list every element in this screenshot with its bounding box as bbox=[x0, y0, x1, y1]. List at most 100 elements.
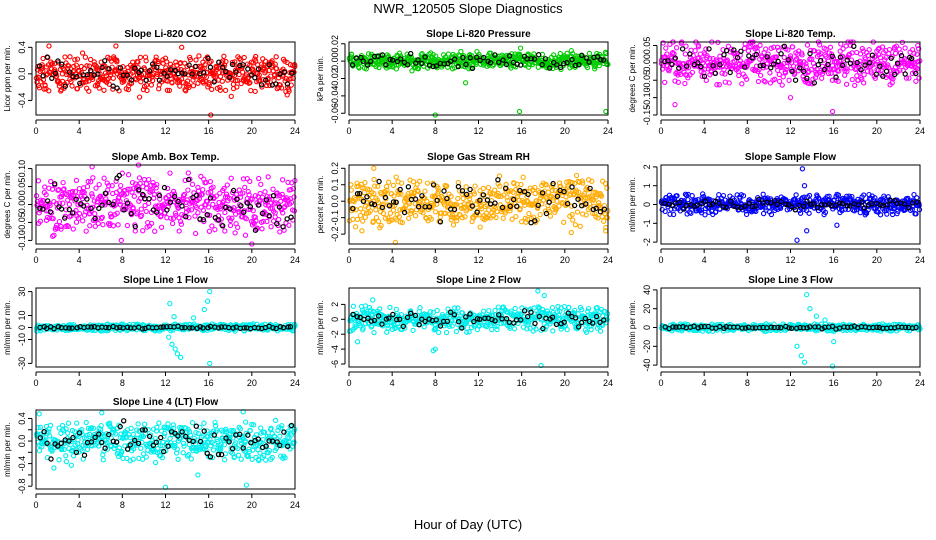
data-point bbox=[76, 211, 83, 217]
overlay-point bbox=[116, 172, 123, 179]
y-tick-label: 30 bbox=[17, 287, 27, 297]
data-point bbox=[181, 191, 188, 198]
data-point bbox=[417, 305, 423, 311]
data-point bbox=[118, 182, 124, 189]
overlay-point bbox=[825, 61, 831, 68]
overlay-point bbox=[247, 203, 253, 210]
overlay-point bbox=[452, 56, 458, 62]
overlay-point bbox=[419, 60, 425, 67]
data-point bbox=[666, 65, 673, 71]
overlay-point bbox=[73, 196, 79, 202]
data-point bbox=[767, 70, 773, 76]
data-point bbox=[538, 362, 544, 369]
data-point bbox=[587, 311, 593, 318]
y-tick-label: -0.1 bbox=[330, 210, 340, 226]
data-point bbox=[806, 80, 812, 87]
overlay-point bbox=[665, 58, 671, 64]
data-point bbox=[799, 52, 805, 58]
overlay-point bbox=[487, 60, 494, 66]
data-point bbox=[202, 61, 208, 68]
data-point bbox=[721, 66, 727, 73]
overlay-point bbox=[525, 313, 531, 320]
data-point bbox=[200, 80, 207, 86]
data-point bbox=[537, 211, 543, 218]
overlay-point bbox=[518, 62, 524, 68]
overlay-point bbox=[480, 54, 487, 61]
x-axis: 0 4 8 12 16 20 24 bbox=[346, 119, 613, 136]
data-points bbox=[346, 165, 611, 246]
data-point bbox=[695, 197, 701, 203]
data-point bbox=[682, 191, 689, 197]
data-point bbox=[739, 81, 745, 87]
data-point bbox=[288, 199, 295, 206]
overlay-point bbox=[216, 59, 222, 65]
overlay-point bbox=[285, 324, 291, 330]
x-tick-label: 12 bbox=[160, 126, 170, 136]
overlay-point bbox=[821, 202, 828, 208]
overlay-point bbox=[92, 215, 98, 222]
data-point bbox=[158, 213, 164, 219]
overlay-point bbox=[506, 53, 513, 59]
data-point bbox=[495, 304, 501, 310]
data-point bbox=[229, 215, 235, 221]
panel-4: Slope Amb. Box Temp.degrees C per min.0 4… bbox=[3, 152, 300, 265]
data-point bbox=[386, 179, 392, 185]
data-point bbox=[204, 298, 211, 304]
data-point bbox=[169, 80, 175, 86]
data-point bbox=[554, 198, 560, 204]
data-point bbox=[83, 228, 89, 234]
data-point bbox=[99, 214, 105, 220]
data-point bbox=[102, 70, 109, 76]
overlay-point bbox=[474, 316, 481, 322]
overlay-point bbox=[554, 193, 561, 200]
data-point bbox=[773, 54, 780, 60]
panel-title: Slope Line 2 Flow bbox=[436, 275, 521, 286]
data-point bbox=[89, 193, 95, 199]
data-point bbox=[877, 54, 884, 61]
data-point bbox=[206, 228, 213, 234]
data-point bbox=[792, 57, 799, 63]
overlay-point bbox=[404, 62, 411, 68]
data-point bbox=[510, 189, 516, 195]
data-point bbox=[913, 78, 919, 84]
overlay-point bbox=[451, 206, 458, 213]
data-point bbox=[219, 78, 225, 84]
data-point bbox=[188, 207, 195, 213]
overlay-point bbox=[124, 72, 131, 78]
overlay-point bbox=[539, 190, 546, 196]
overlay-point bbox=[757, 63, 763, 69]
y-tick-label: 0.1 bbox=[330, 178, 340, 191]
overlay-point bbox=[698, 63, 704, 70]
data-point bbox=[556, 180, 563, 186]
overlay-point bbox=[561, 188, 567, 195]
data-point bbox=[572, 307, 578, 314]
data-point bbox=[906, 75, 912, 81]
y-axis-label: kPa per min. bbox=[316, 56, 325, 101]
data-point bbox=[829, 77, 836, 83]
data-point bbox=[286, 88, 292, 94]
data-point bbox=[487, 191, 494, 197]
data-point bbox=[362, 179, 368, 186]
overlay-point bbox=[818, 57, 824, 64]
panel-title: Slope Li-820 Pressure bbox=[426, 29, 531, 40]
x-tick-label: 24 bbox=[915, 255, 925, 265]
overlay-point bbox=[255, 202, 262, 208]
overlay-point bbox=[814, 204, 821, 211]
overlay-point bbox=[103, 324, 109, 331]
data-point bbox=[233, 191, 240, 198]
data-point bbox=[217, 87, 223, 93]
overlay-point bbox=[593, 205, 599, 211]
data-point bbox=[371, 165, 377, 171]
data-point bbox=[823, 202, 830, 208]
overlay-point bbox=[669, 61, 675, 68]
data-point bbox=[373, 63, 379, 70]
data-point bbox=[106, 183, 112, 189]
data-point bbox=[914, 51, 920, 57]
overlay-point bbox=[430, 63, 436, 70]
data-point bbox=[371, 190, 377, 197]
data-point bbox=[280, 210, 286, 216]
data-point bbox=[517, 206, 523, 212]
data-point bbox=[53, 71, 59, 77]
overlay-point bbox=[266, 212, 272, 219]
data-point bbox=[911, 50, 917, 56]
